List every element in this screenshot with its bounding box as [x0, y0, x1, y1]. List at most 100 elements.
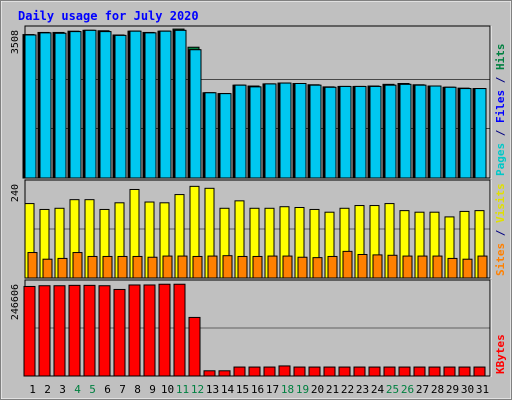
legend-part: / [494, 70, 507, 90]
bar-kbytes-day-22 [338, 366, 351, 377]
bar-pages-day-19 [294, 83, 307, 179]
bar-pages-day-22 [339, 85, 352, 179]
bar-pages-day-12 [189, 49, 202, 179]
y-max-label: 240 [10, 184, 21, 202]
x-tick-label: 10 [161, 383, 174, 396]
x-axis-labels: 1 2 3 4 5 6 7 8 9 10 11 12 13 14 15 16 17 18 19 20 21 22 23 24 2… [29, 383, 489, 396]
series-kbytes [23, 283, 486, 377]
bar-kbytes-day-20 [308, 366, 321, 377]
bar-sites-day-18 [282, 255, 293, 279]
bar-sites-day-16 [252, 255, 263, 279]
x-tick-label: 31 [476, 383, 489, 396]
bar-sites-day-28 [432, 255, 443, 279]
legend-part: / [494, 123, 507, 143]
x-tick-label: 25 [386, 383, 399, 396]
x-tick-label: 27 [416, 383, 429, 396]
x-tick-label: 24 [371, 383, 385, 396]
bar-sites-day-9 [147, 256, 158, 279]
bar-pages-day-23 [354, 85, 367, 179]
bar-kbytes-day-27 [413, 366, 426, 377]
legend-part: Pages [494, 143, 507, 176]
bar-sites-day-31 [477, 255, 488, 279]
x-tick-label: 12 [191, 383, 204, 396]
bar-kbytes-day-6 [98, 285, 111, 377]
bar-kbytes-day-3 [53, 285, 66, 377]
bar-kbytes-day-28 [428, 366, 441, 377]
bar-sites-day-22 [342, 250, 353, 279]
bar-sites-day-15 [237, 255, 248, 279]
legend-part: Hits [494, 44, 507, 71]
bar-sites-day-7 [117, 255, 128, 279]
bar-pages-day-8 [129, 30, 142, 179]
x-tick-label: 11 [176, 383, 189, 396]
bar-sites-day-6 [102, 255, 113, 279]
bar-kbytes-day-15 [233, 366, 246, 377]
bar-sites-day-23 [357, 254, 368, 279]
bar-kbytes-day-29 [443, 366, 456, 377]
x-tick-label: 14 [221, 383, 235, 396]
x-tick-label: 15 [236, 383, 249, 396]
bar-sites-day-17 [267, 255, 278, 279]
bar-pages-day-28 [429, 85, 442, 179]
y-axis-legend: Sites / Visits [494, 183, 507, 276]
bar-pages-day-25 [384, 84, 397, 179]
panels-layer: 3508 Pages / Files / Hits 240 Sites / Visit… [10, 25, 507, 377]
chart-title: Daily usage for July 2020 [18, 9, 199, 23]
legend-part: Sites [494, 243, 507, 276]
bar-kbytes-day-2 [38, 285, 51, 377]
bar-pages-day-15 [234, 84, 247, 179]
bar-sites-day-13 [207, 255, 218, 279]
bar-pages-day-20 [309, 84, 322, 179]
bar-sites-day-10 [162, 255, 173, 279]
bar-sites-day-14 [222, 255, 233, 279]
bar-pages-day-14 [219, 93, 232, 179]
legend-part: Visits [494, 183, 507, 223]
x-tick-label: 3 [59, 383, 66, 396]
bar-sites-day-3 [57, 257, 68, 279]
bar-pages-day-2 [39, 32, 52, 179]
legend-part: KBytes [494, 334, 507, 374]
bar-sites-day-19 [297, 256, 308, 279]
bar-kbytes-day-13 [203, 370, 216, 377]
bar-pages-day-4 [69, 31, 82, 179]
panel-visits_sites: 240 Sites / Visits [10, 179, 507, 279]
y-max-label: 246606 [10, 284, 21, 320]
x-tick-label: 9 [149, 383, 156, 396]
bar-pages-day-6 [99, 31, 112, 179]
bar-kbytes-day-26 [398, 366, 411, 377]
bar-kbytes-day-5 [83, 284, 96, 377]
series-sites [27, 250, 488, 279]
bar-kbytes-day-24 [368, 366, 381, 377]
bar-pages-day-29 [444, 86, 457, 179]
y-axis-legend: KBytes [494, 334, 507, 374]
bar-kbytes-day-14 [218, 370, 231, 377]
bar-kbytes-day-21 [323, 366, 336, 377]
bar-pages-day-18 [279, 82, 292, 179]
x-tick-label: 26 [401, 383, 414, 396]
bar-sites-day-20 [312, 257, 323, 279]
bar-pages-day-5 [84, 29, 97, 179]
x-tick-label: 6 [104, 383, 111, 396]
bar-sites-day-26 [402, 255, 413, 279]
bar-sites-day-29 [447, 257, 458, 279]
x-tick-label: 21 [326, 383, 339, 396]
bar-pages-day-16 [249, 86, 262, 179]
bar-pages-day-1 [24, 34, 37, 179]
bar-sites-day-30 [462, 258, 473, 279]
x-tick-label: 16 [251, 383, 264, 396]
bar-sites-day-11 [177, 255, 188, 279]
bar-pages-day-13 [204, 92, 217, 179]
panel-kbytes: 246606 KBytes [10, 279, 507, 377]
bar-kbytes-day-10 [158, 283, 171, 377]
bar-sites-day-4 [72, 252, 83, 279]
bar-sites-day-25 [387, 254, 398, 279]
x-tick-label: 19 [296, 383, 309, 396]
x-tick-label: 7 [119, 383, 126, 396]
bar-sites-day-1 [27, 252, 38, 279]
bar-kbytes-day-18 [278, 365, 291, 377]
bar-kbytes-day-7 [113, 288, 126, 377]
x-tick-label: 23 [356, 383, 369, 396]
bar-kbytes-day-1 [23, 285, 36, 377]
bar-sites-day-27 [417, 255, 428, 279]
